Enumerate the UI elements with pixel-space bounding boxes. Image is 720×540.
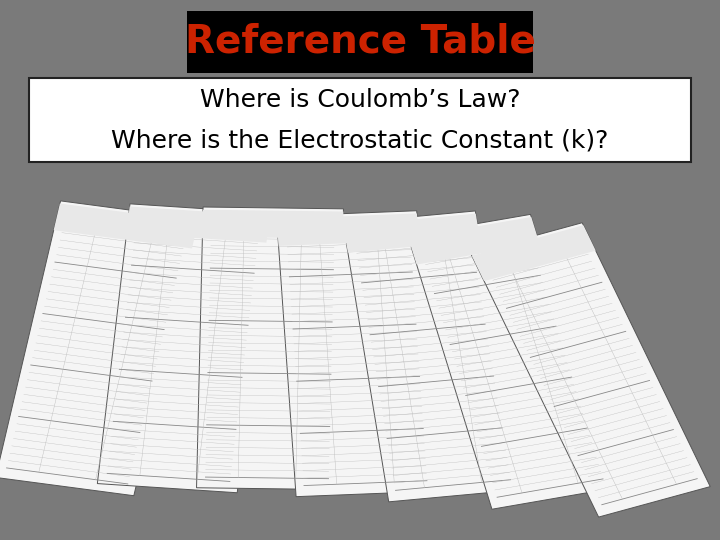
Bar <box>127 206 269 242</box>
Bar <box>343 214 480 253</box>
Text: Reference Table: Reference Table <box>184 23 536 61</box>
Bar <box>471 222 710 517</box>
FancyBboxPatch shape <box>29 78 691 162</box>
Text: Where is Coulomb’s Law?: Where is Coulomb’s Law? <box>199 87 521 112</box>
Bar <box>276 211 436 497</box>
Bar <box>54 204 198 248</box>
Bar <box>276 213 419 246</box>
Bar <box>408 214 615 509</box>
Bar <box>408 217 539 265</box>
Bar <box>343 211 521 502</box>
Text: Where is the Electrostatic Constant (k)?: Where is the Electrostatic Constant (k)? <box>112 129 608 153</box>
Bar <box>202 210 343 239</box>
Bar <box>197 207 343 490</box>
Bar <box>0 201 199 496</box>
Bar <box>97 204 270 493</box>
FancyBboxPatch shape <box>187 11 533 73</box>
Bar <box>472 225 595 281</box>
